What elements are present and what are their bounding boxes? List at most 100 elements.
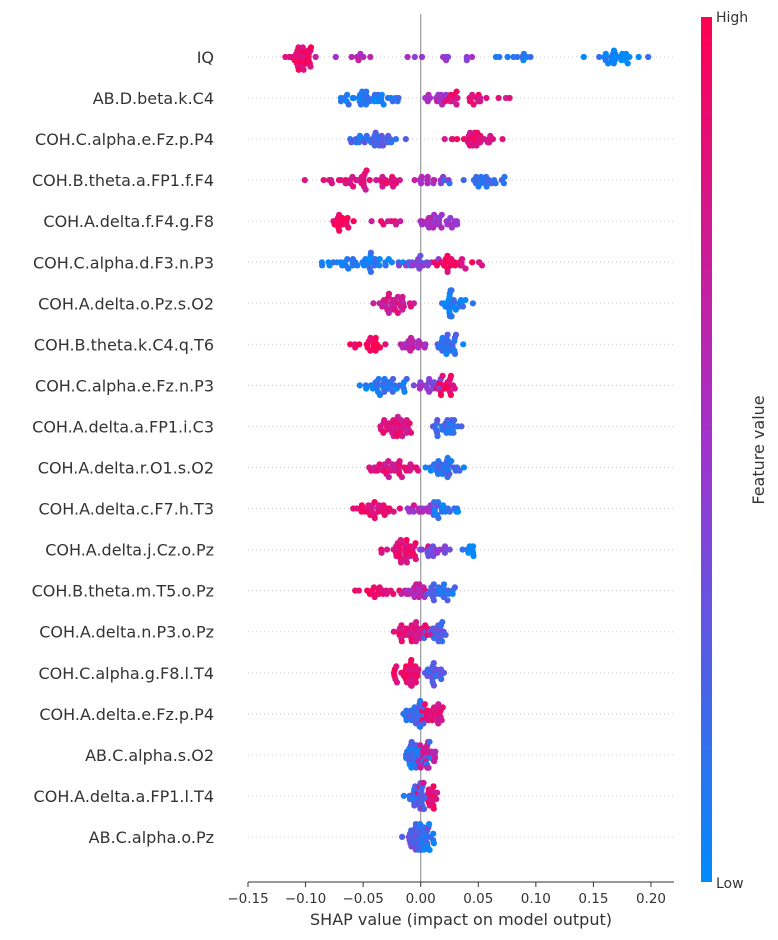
dot xyxy=(430,840,437,847)
dot xyxy=(453,101,460,108)
dot xyxy=(425,764,432,771)
dot xyxy=(412,540,419,547)
feature-label: COH.A.delta.f.F4.g.F8 xyxy=(43,212,214,231)
dot xyxy=(596,53,603,61)
dot xyxy=(430,805,437,812)
dot xyxy=(626,53,633,61)
dot xyxy=(394,309,401,316)
dot xyxy=(451,584,458,591)
dot xyxy=(421,805,428,813)
dot xyxy=(396,177,403,184)
dot xyxy=(385,290,393,297)
dot xyxy=(383,180,390,187)
dot xyxy=(449,136,456,143)
dot xyxy=(332,53,339,61)
dot xyxy=(395,94,402,102)
dot xyxy=(454,221,461,228)
dot xyxy=(379,142,387,149)
dot xyxy=(458,256,466,263)
dot xyxy=(393,679,401,686)
dot xyxy=(378,549,385,556)
dot xyxy=(355,587,362,594)
dot xyxy=(417,697,424,705)
feature-label: COH.C.alpha.e.Fz.n.P3 xyxy=(35,376,214,395)
dot xyxy=(345,224,352,231)
feature-label: COH.A.delta.n.P3.o.Pz xyxy=(39,623,214,642)
dot xyxy=(412,679,419,686)
dot xyxy=(504,53,511,61)
dot xyxy=(470,101,477,108)
dot xyxy=(454,94,461,102)
dot xyxy=(418,546,426,553)
feature-labels: IQ AB.D.beta.k.C4 COH.C.alpha.e.Fz.p.P4 COH… xyxy=(32,48,214,847)
dot xyxy=(478,262,486,269)
dot xyxy=(433,796,440,803)
dot xyxy=(403,375,410,383)
dot xyxy=(374,467,381,474)
dot xyxy=(360,53,367,61)
dot xyxy=(412,556,419,563)
dot xyxy=(462,265,469,272)
dot xyxy=(362,186,369,193)
dot xyxy=(612,50,619,57)
dot xyxy=(459,546,466,553)
feature-label: COH.A.delta.r.O1.s.O2 xyxy=(38,459,214,478)
dot xyxy=(459,303,467,310)
dot xyxy=(392,136,399,143)
dot xyxy=(371,515,378,522)
dot xyxy=(412,764,420,771)
dot xyxy=(376,256,383,263)
dot xyxy=(442,631,449,639)
dot xyxy=(468,53,476,61)
dot xyxy=(397,218,404,225)
colorbar-low-label: Low xyxy=(716,876,744,892)
dot xyxy=(312,53,319,61)
colorbar-title: Feature value xyxy=(749,395,768,504)
dot xyxy=(444,53,452,61)
dot xyxy=(430,581,437,588)
dots-layer xyxy=(282,44,652,854)
dot xyxy=(301,177,308,184)
feature-label: COH.A.delta.e.Fz.p.P4 xyxy=(39,705,214,724)
dot xyxy=(372,334,379,341)
dot xyxy=(390,590,397,598)
dot xyxy=(307,63,314,70)
dot xyxy=(363,88,370,95)
dot xyxy=(450,297,457,304)
dot xyxy=(367,53,374,61)
x-tick-label: −0.05 xyxy=(342,891,383,907)
dot xyxy=(406,420,413,427)
dot xyxy=(434,433,441,440)
dot xyxy=(424,180,431,187)
dot xyxy=(399,433,406,440)
dot xyxy=(370,300,377,307)
dot xyxy=(439,638,446,645)
dot xyxy=(347,341,354,348)
dot xyxy=(370,584,378,591)
dot xyxy=(462,297,469,304)
dot xyxy=(416,581,423,588)
dot xyxy=(451,350,459,357)
x-tick-label: 0.00 xyxy=(406,891,436,907)
dot xyxy=(499,136,506,143)
dot xyxy=(635,53,642,61)
x-axis: −0.15 −0.10 −0.05 0.00 0.05 0.10 0.15 0.20 xyxy=(227,881,674,907)
dot xyxy=(444,597,451,604)
dot xyxy=(344,256,351,263)
dot xyxy=(408,656,415,664)
dot xyxy=(624,60,631,67)
dot xyxy=(382,341,389,348)
dot xyxy=(355,57,362,64)
x-tick-label: 0.20 xyxy=(636,891,666,907)
dot xyxy=(435,701,442,708)
dot xyxy=(400,303,407,310)
dot xyxy=(430,660,437,667)
dot xyxy=(470,543,477,550)
dot xyxy=(434,417,441,424)
feature-label: COH.A.delta.o.Pz.s.O2 xyxy=(38,294,214,313)
dot xyxy=(328,180,335,187)
dot xyxy=(469,91,476,98)
dot xyxy=(380,101,387,108)
dot xyxy=(399,833,406,841)
dot xyxy=(439,704,446,711)
